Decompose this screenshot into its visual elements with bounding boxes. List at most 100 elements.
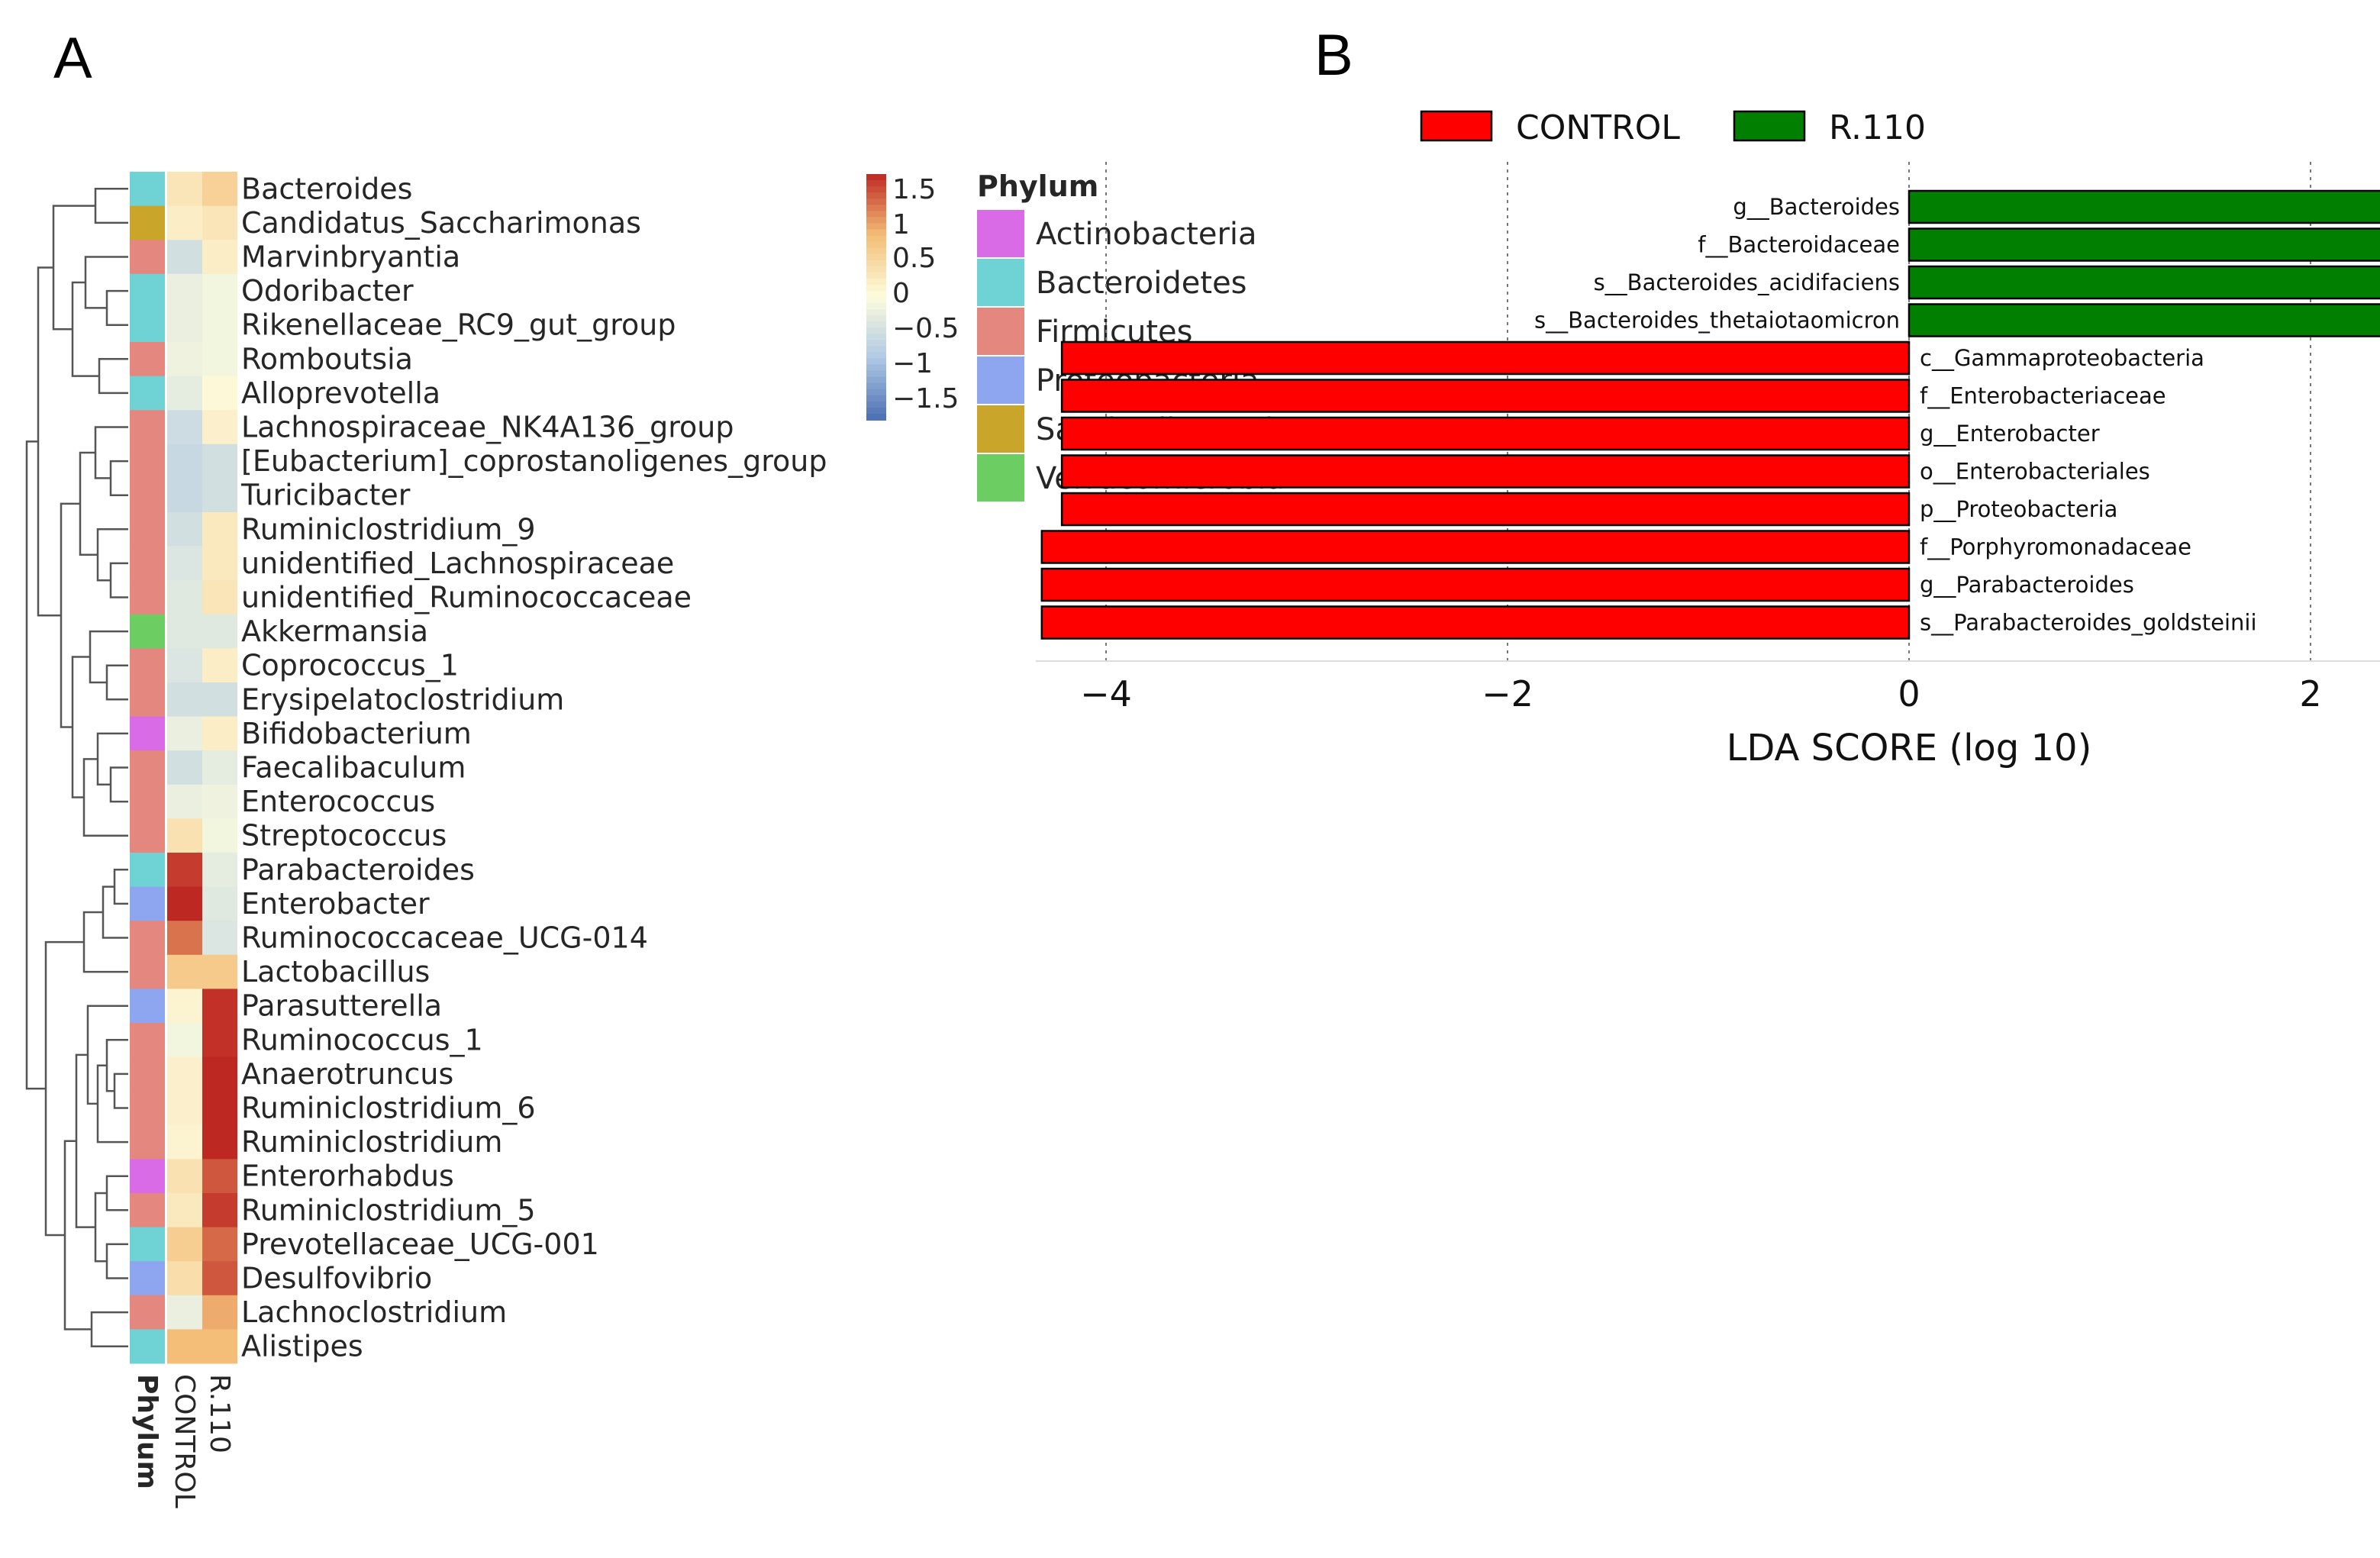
control-cell: [167, 886, 202, 921]
r110-cell: [202, 580, 237, 615]
lda-bar: [1060, 454, 1911, 489]
colorbar-segment: [866, 247, 886, 255]
r110-cell: [202, 1329, 237, 1364]
colorbar-segment: [866, 352, 886, 360]
row-label: Erysipelatoclostridium: [241, 682, 564, 716]
control-cell: [167, 273, 202, 308]
r110-cell: [202, 886, 237, 921]
row-label: Coprococcus_1: [241, 649, 459, 682]
phylum-cell: [130, 954, 165, 989]
phylum-cell: [130, 1023, 165, 1058]
r110-cell: [202, 682, 237, 718]
colorbar-segment: [866, 192, 886, 200]
dendrogram-branch: [71, 656, 90, 798]
lda-bar: [1040, 567, 1911, 602]
phylum-cell: [130, 205, 165, 240]
row-label: Turicibacter: [240, 479, 411, 512]
phylum-cell: [130, 580, 165, 615]
dendrogram-branch: [102, 885, 128, 939]
dendrogram-branch: [113, 869, 128, 905]
colorbar-segment: [866, 260, 886, 267]
r110-cell: [202, 1227, 237, 1262]
phylum-cell: [130, 853, 165, 888]
phylum-cell: [130, 989, 165, 1024]
r110-cell: [202, 205, 237, 240]
colorbar-segment: [866, 253, 886, 261]
control-cell: [167, 853, 202, 888]
phylum-legend-title: Phylum: [977, 169, 1098, 203]
phylum-cell: [130, 1261, 165, 1296]
column-label: CONTROL: [169, 1374, 200, 1508]
row-label: Enterorhabdus: [241, 1160, 454, 1193]
dendrogram-branch: [94, 426, 128, 479]
lda-legend-label: R.110: [1829, 108, 1926, 147]
control-cell: [167, 921, 202, 956]
colorbar-segment: [866, 364, 886, 372]
dendrogram-branch: [109, 562, 128, 598]
row-label: Lactobacillus: [241, 955, 430, 989]
control-cell: [167, 342, 202, 377]
phylum-legend: PhylumActinobacteriaBacteroidetesFirmicu…: [977, 169, 1292, 502]
heatmap: [130, 172, 237, 1364]
control-cell: [167, 546, 202, 581]
row-label: Streptococcus: [241, 819, 447, 853]
row-label: Bifidobacterium: [241, 717, 472, 750]
r110-cell: [202, 750, 237, 785]
phylum-cell: [130, 1159, 165, 1194]
colorbar-segment: [866, 174, 886, 182]
r110-cell: [202, 784, 237, 819]
lda-bar-label: c__Gammaproteobacteria: [1920, 345, 2204, 371]
colorbar-segment: [866, 309, 886, 317]
dendrogram-branch: [105, 1039, 128, 1092]
lda-bar-label: s__Bacteroides_thetaiotaomicron: [1534, 308, 1900, 334]
phylum-cell: [130, 240, 165, 275]
colorbar-segment: [866, 382, 886, 390]
colorbar-segment: [866, 334, 886, 341]
row-label: Ruminiclostridium_6: [241, 1092, 536, 1125]
control-cell: [167, 205, 202, 240]
lda-bar: [1040, 605, 1911, 640]
control-cell: [167, 682, 202, 718]
phylum-cell: [130, 1227, 165, 1262]
colorbar-segment: [866, 198, 886, 206]
colorbar-segment: [866, 376, 886, 384]
lda-bar-label: g__Bacteroides: [1733, 194, 1900, 220]
phylum-cell: [130, 308, 165, 343]
colorbar-segment: [866, 272, 886, 279]
phylum-cell: [130, 444, 165, 479]
colorbar-segment: [866, 229, 886, 237]
colorbar-segment: [866, 241, 886, 249]
lda-bar: [1060, 340, 1911, 376]
row-label: Akkermansia: [241, 614, 428, 648]
row-label: Faecalibaculum: [241, 751, 466, 785]
row-label: Prevotellaceae_UCG-001: [241, 1227, 599, 1261]
colorbar-segment: [866, 223, 886, 231]
row-dendrogram: [25, 188, 128, 1347]
r110-cell: [202, 1159, 237, 1194]
dendrogram-branch: [109, 460, 128, 496]
row-label: Lachnoclostridium: [241, 1295, 507, 1329]
phylum-cell: [130, 1124, 165, 1160]
phylum-cell: [130, 410, 165, 445]
dendrogram-branch: [60, 502, 80, 728]
control-cell: [167, 784, 202, 819]
colorbar-tick: 0: [892, 278, 910, 309]
lda-bar-chart: g__Bacteroides f__Bacteroidaceae s__Bacter…: [1035, 162, 2380, 769]
row-label: Rikenellaceae_RC9_gut_group: [241, 308, 676, 342]
column-label: R.110: [204, 1374, 235, 1453]
colorbar-segment: [866, 205, 886, 212]
phylum-cell: [130, 750, 165, 785]
phylum-cell: [130, 273, 165, 308]
dendrogram-branch: [109, 766, 128, 803]
lda-bar-label: f__Bacteroidaceae: [1698, 232, 1900, 258]
colorbar-segment: [866, 327, 886, 335]
row-label: Candidatus_Saccharimonas: [241, 206, 641, 240]
r110-cell: [202, 1023, 237, 1058]
phylum-cell: [130, 818, 165, 853]
dendrogram-branch: [94, 1192, 107, 1263]
row-label: Alistipes: [241, 1330, 363, 1363]
r110-cell: [202, 308, 237, 343]
colorbar-tick: −0.5: [892, 313, 959, 344]
colorbar-segment: [866, 346, 886, 353]
phylum-cell: [130, 512, 165, 547]
